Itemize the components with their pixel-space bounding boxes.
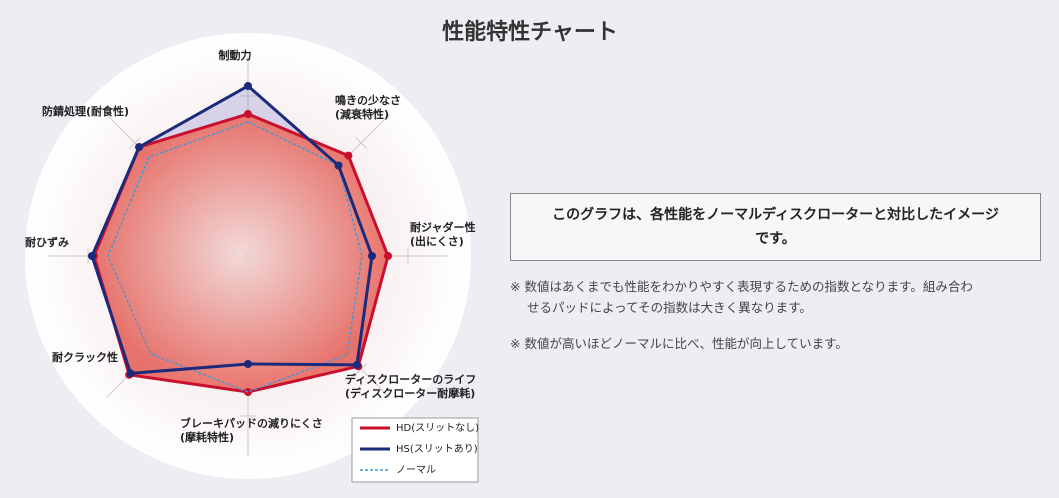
- data-point: [244, 82, 252, 90]
- legend-label: HS(スリットあり): [396, 443, 478, 455]
- note: ※ 数値はあくまでも性能をわかりやすく表現するための指数となります。組み合わ せ…: [510, 276, 973, 318]
- note-box-line: このグラフは、各性能をノーマルディスクローターと対比したイメージ: [552, 207, 999, 223]
- axis-label: (摩耗特性): [180, 430, 234, 444]
- data-point: [352, 360, 361, 369]
- series-area: [94, 114, 388, 392]
- axis-label: 耐ジャダー性: [410, 220, 475, 234]
- axis-label: (減衰特性): [335, 107, 389, 121]
- data-point: [368, 252, 376, 260]
- series-line: [107, 121, 363, 393]
- data-point: [126, 369, 135, 378]
- chart-title: 性能特性チャート: [442, 19, 618, 45]
- axis-label: 耐ひずみ: [25, 235, 69, 249]
- data-point: [334, 161, 343, 170]
- tick-mark: [355, 363, 368, 376]
- axis-label: 制動力: [219, 48, 252, 62]
- note-line: せるパッドによってその指数は大きく異なります。: [527, 300, 812, 315]
- note: ※ 数値が高いほどノーマルに比べ、性能が向上しています。: [510, 333, 848, 354]
- note-box: このグラフは、各性能をノーマルディスクローターと対比したイメージ です。: [510, 193, 1041, 261]
- data-point: [244, 360, 252, 368]
- data-point: [384, 252, 392, 260]
- legend-label: ノーマル: [396, 465, 436, 476]
- data-point: [244, 110, 252, 118]
- axis-label: ディスクローターのライフ: [345, 372, 476, 386]
- axis-label: (ディスクローター耐摩耗): [345, 386, 475, 400]
- legend-label: HD(スリットなし): [396, 422, 479, 434]
- data-point: [344, 151, 353, 160]
- tick-mark: [128, 136, 141, 149]
- axis-label: 鳴きの少なさ: [335, 93, 401, 107]
- axis-label: 防錆処理(耐食性): [42, 104, 129, 118]
- axis-label: (出にくさ): [410, 234, 464, 248]
- axis-label: 耐クラック性: [52, 350, 118, 364]
- tick-mark: [355, 136, 368, 149]
- note-line: ※ 数値が高いほどノーマルに比べ、性能が向上しています。: [510, 336, 848, 351]
- data-point: [244, 388, 252, 396]
- note-box-line: です。: [755, 231, 796, 247]
- data-point: [135, 143, 144, 152]
- axis-label: ブレーキパッドの減りにくさ: [180, 416, 323, 430]
- note-line: ※ 数値はあくまでも性能をわかりやすく表現するための指数となります。組み合わ: [510, 279, 973, 294]
- data-point: [88, 252, 96, 260]
